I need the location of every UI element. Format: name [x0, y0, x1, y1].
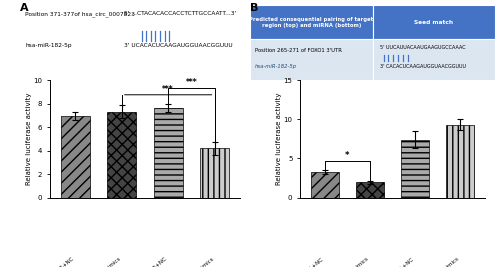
Text: ***: ***: [186, 78, 197, 87]
Bar: [446, 125, 474, 198]
Bar: [200, 148, 229, 198]
Bar: [61, 116, 90, 198]
Bar: [250, 39, 372, 80]
Text: 3' UCACACUCAAGAUGGUAACGGUUU: 3' UCACACUCAAGAUGGUAACGGUUU: [124, 43, 232, 48]
Text: 3' CACACUCAAGAUGGUAACGGUUU: 3' CACACUCAAGAUGGUAACGGUUU: [380, 64, 466, 69]
Text: WT-FOXO1+miR-182-5p mimics: WT-FOXO1+miR-182-5p mimics: [300, 256, 370, 267]
Text: MUT-FOXO1+miR-182-5p mimics: MUT-FOXO1+miR-182-5p mimics: [388, 256, 460, 267]
Text: Position 371-377of hsa_circ_0007823: Position 371-377of hsa_circ_0007823: [25, 11, 135, 17]
Text: psiCHECK2+miR-182-5p mimics: psiCHECK2+miR-182-5p mimics: [51, 256, 122, 267]
Text: MUT-FOXO1+NC: MUT-FOXO1+NC: [378, 256, 415, 267]
Text: Position 265-271 of FOXO1 3'UTR: Position 265-271 of FOXO1 3'UTR: [255, 48, 342, 53]
Text: 5' UUCAUUACAAUGAAGUGCCAAAC: 5' UUCAUUACAAUGAAGUGCCAAAC: [380, 45, 466, 50]
Bar: [356, 182, 384, 198]
Bar: [372, 39, 495, 80]
Text: Seed match: Seed match: [414, 20, 454, 25]
Text: WT-FOXO1+NC: WT-FOXO1+NC: [290, 256, 325, 267]
Text: A: A: [20, 3, 28, 13]
Bar: [311, 172, 339, 198]
Bar: [372, 5, 495, 39]
Text: hsa-miR-182-5p: hsa-miR-182-5p: [255, 64, 297, 69]
Text: circ0007823+miR-182-5p mimics: circ0007823+miR-182-5p mimics: [140, 256, 214, 267]
Text: ***: ***: [162, 85, 174, 94]
Text: hsa-miR-182-5p: hsa-miR-182-5p: [25, 43, 72, 48]
Text: *: *: [345, 151, 350, 160]
Y-axis label: Relative luciferase activity: Relative luciferase activity: [26, 93, 32, 185]
Text: 5' ...CTACACACCACCTCTTGCCAATT...3': 5' ...CTACACACCACCTCTTGCCAATT...3': [124, 11, 236, 16]
Y-axis label: Relative luciferase activity: Relative luciferase activity: [276, 93, 282, 185]
Text: psiCHECK2+NC: psiCHECK2+NC: [40, 256, 76, 267]
Text: B: B: [250, 3, 258, 13]
Text: Predicted consequential pairing of target
region (top) and miRNA (bottom): Predicted consequential pairing of targe…: [249, 17, 374, 28]
Bar: [154, 108, 182, 198]
Bar: [250, 5, 372, 39]
Bar: [401, 140, 429, 198]
Bar: [108, 112, 136, 198]
Text: circ0007823+NC: circ0007823+NC: [129, 256, 168, 267]
